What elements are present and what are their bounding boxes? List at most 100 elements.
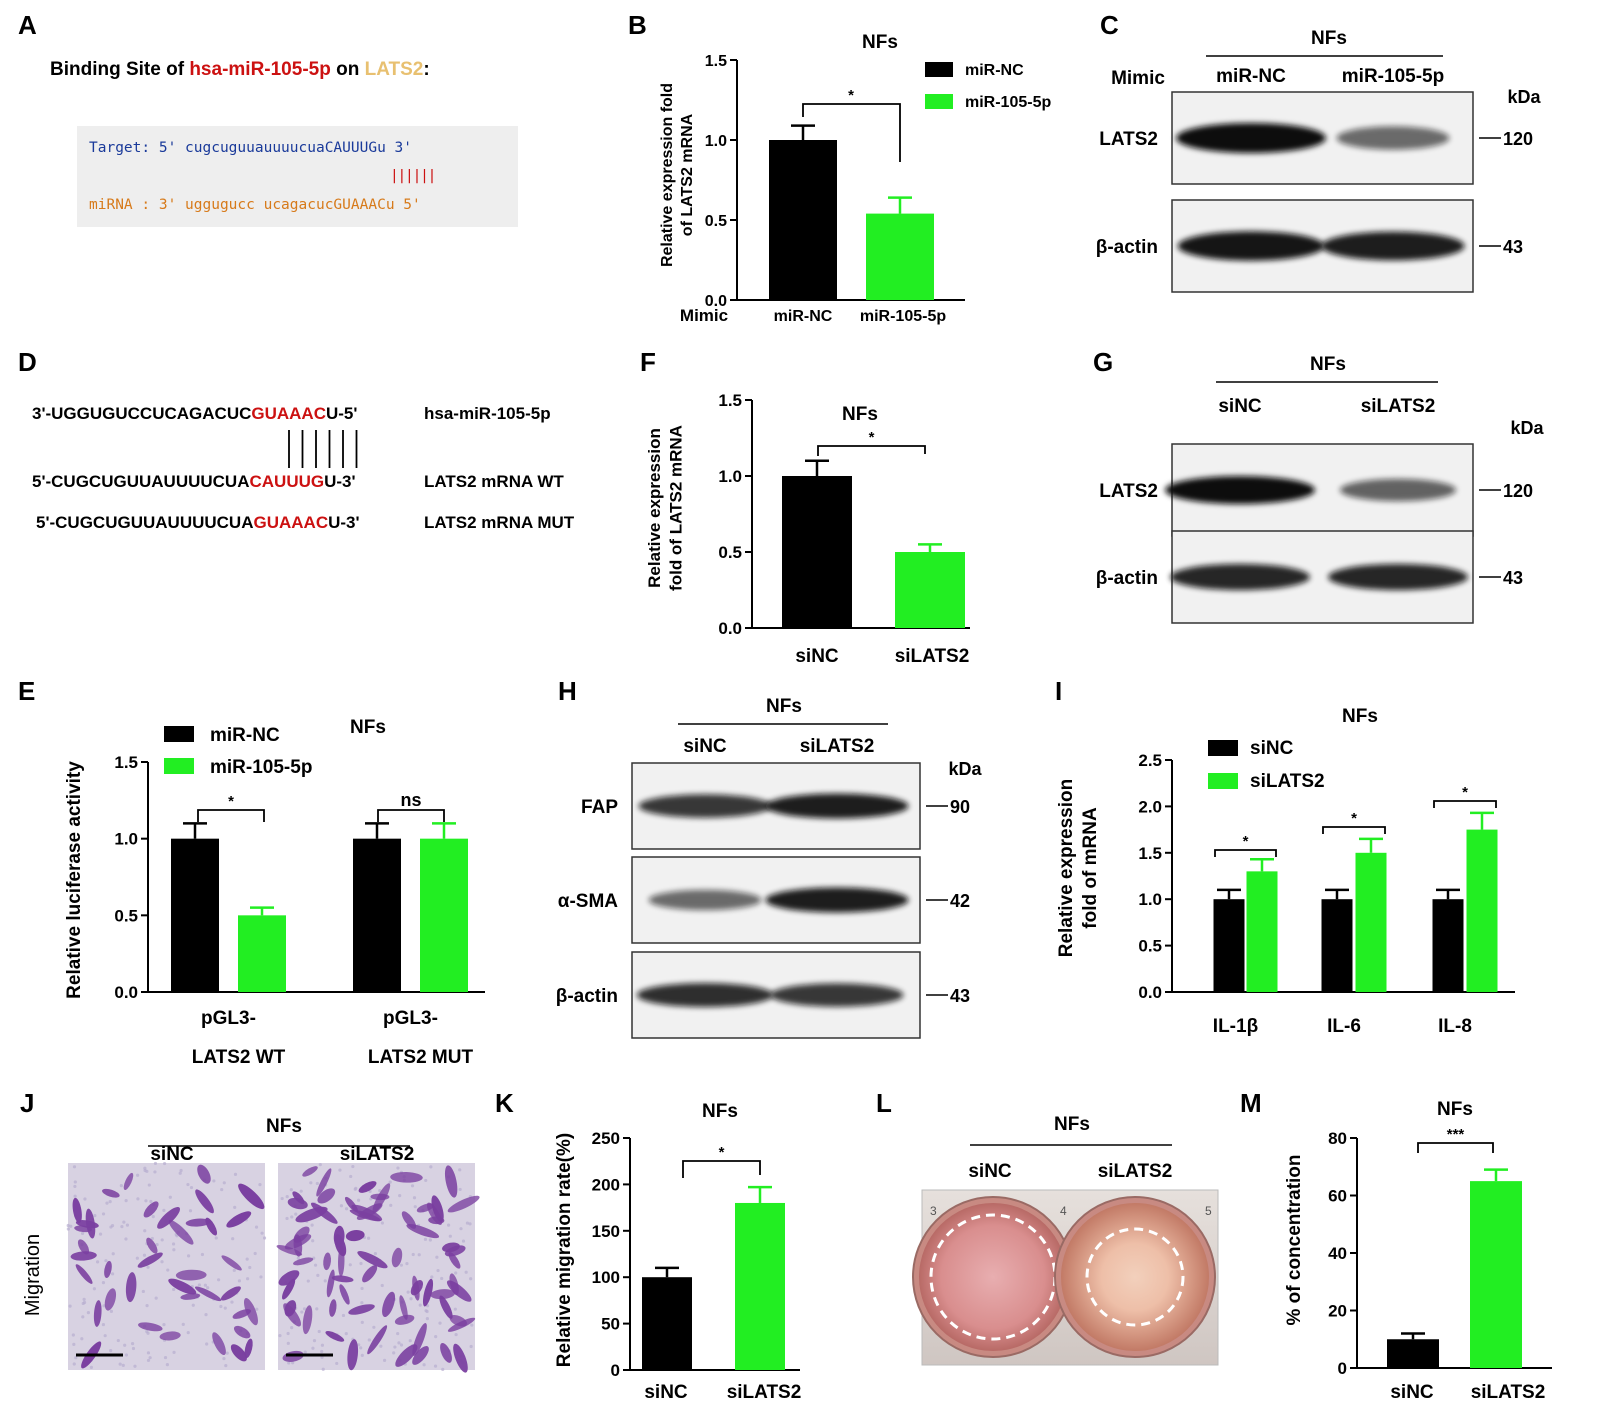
membrane-pore (150, 1236, 154, 1241)
sequence-label: hsa-miR-105-5p (424, 404, 551, 423)
panel-d: D3'-UGGUGUCCUCAGACUCGUAAACU-5' hsa-miR-10… (18, 347, 575, 532)
binding-site-title: Binding Site of hsa-miR-105-5p on LATS2: (50, 59, 430, 80)
sig-bracket-mark: * (719, 1144, 725, 1161)
migrated-cell (102, 1188, 120, 1198)
seq-post: U-3' (328, 513, 359, 532)
membrane-pore (316, 1273, 320, 1277)
membrane-pore (143, 1229, 147, 1233)
sig-bracket-mark: * (228, 793, 234, 810)
panel-letter-k: K (495, 1088, 514, 1118)
membrane-pore (405, 1262, 409, 1266)
micrograph-siNC (66, 1161, 267, 1370)
membrane-pore (380, 1221, 384, 1225)
blot-β-actin-band (1328, 563, 1468, 591)
membrane-pore (373, 1252, 378, 1256)
panel-letter-d: D (18, 347, 37, 377)
migrated-cell (197, 1164, 211, 1184)
membrane-pore (312, 1338, 317, 1343)
y-axis-label-line: fold of mRNA (1080, 807, 1101, 929)
membrane-pore (166, 1268, 170, 1272)
membrane-pore (82, 1297, 86, 1301)
blot-name-label: LATS2 (1099, 481, 1158, 502)
migrated-cell (212, 1332, 226, 1356)
migrated-cell (75, 1264, 93, 1284)
membrane-pore (200, 1252, 205, 1257)
well-number: 5 (1205, 1204, 1212, 1218)
membrane-pore (147, 1183, 151, 1187)
sequence-row: 5'-CUGCUGUUAUUUUCUACAUUUGU-3' (32, 472, 356, 491)
sig-bracket (802, 103, 901, 162)
membrane-pore (146, 1351, 151, 1355)
y-axis-label-line: Relative expression (1056, 779, 1077, 957)
panel-letter-m: M (1240, 1088, 1262, 1118)
seq-pre: 5'-CUGCUGUUAUUUUCUA (36, 513, 253, 532)
migrated-cell (349, 1209, 381, 1222)
membrane-pore (458, 1168, 462, 1172)
bar-miR-NC (171, 838, 219, 992)
membrane-pore (103, 1334, 107, 1338)
membrane-pore (136, 1173, 140, 1177)
membrane-pore (290, 1325, 294, 1330)
y-tick-label: 20 (1328, 1302, 1347, 1321)
membrane-pore (121, 1363, 125, 1367)
membrane-pore (116, 1338, 120, 1343)
membrane-pore (344, 1207, 349, 1211)
x-axis-prefix: Mimic (680, 306, 728, 325)
sig-bracket-mark: * (1243, 833, 1249, 850)
membrane-pore (360, 1320, 364, 1324)
lane-label: miR-NC (1216, 66, 1286, 87)
membrane-pore (155, 1242, 159, 1247)
membrane-pore (344, 1332, 348, 1336)
membrane-pore (310, 1223, 314, 1227)
membrane-pore (299, 1189, 303, 1193)
migrated-cell (453, 1343, 468, 1373)
migrated-cell (310, 1202, 338, 1224)
y-tick-label: 200 (592, 1175, 620, 1194)
membrane-pore (360, 1353, 364, 1357)
membrane-pore (259, 1275, 263, 1279)
y-tick-label: 1.5 (1138, 844, 1162, 863)
bar-silats2 (735, 1202, 785, 1370)
membrane-pore (411, 1252, 415, 1257)
sequence-row: 5'-CUGCUGUUAUUUUCUAGUAAACU-3' (36, 513, 360, 532)
membrane-pore (82, 1300, 87, 1305)
panel-l: L NFs siNC siLATS2 3 4 5 (876, 1088, 1219, 1366)
membrane-pore (168, 1195, 172, 1199)
membrane-pore (104, 1259, 108, 1263)
membrane-pore (237, 1279, 242, 1283)
bar-siLATS2 (1466, 829, 1498, 992)
membrane-pore (388, 1180, 392, 1184)
membrane-pore (72, 1362, 76, 1366)
membrane-pore (219, 1304, 223, 1309)
target-seq: cugcuguuauuuucuaCAUUUGu (185, 140, 386, 156)
membrane-pore (317, 1329, 321, 1334)
chart-title: NFs (842, 404, 878, 425)
membrane-pore (258, 1183, 262, 1187)
membrane-pore (294, 1212, 298, 1216)
migrated-cell (293, 1257, 314, 1266)
y-tick-label: 0.5 (114, 906, 138, 925)
membrane-pore (296, 1256, 300, 1260)
well-medium (919, 1203, 1067, 1351)
blot-LATS2-band (1165, 476, 1315, 504)
membrane-pore (399, 1343, 404, 1347)
y-tick-label: 0.0 (705, 293, 727, 310)
membrane-pore (231, 1237, 235, 1241)
membrane-pore (410, 1184, 415, 1188)
membrane-pore (349, 1174, 353, 1179)
side-label: Migration (22, 1234, 44, 1316)
group-label: NFs (1310, 354, 1346, 375)
migrated-cell (325, 1331, 345, 1342)
blot-name-label: β-actin (1096, 237, 1158, 258)
membrane-pore (205, 1342, 209, 1346)
migrated-cell (180, 1293, 201, 1300)
migrated-cell (93, 1300, 102, 1327)
membrane-pore (436, 1268, 440, 1273)
legend-swatch-mir-105-5p (925, 94, 953, 109)
membrane-pore (291, 1361, 295, 1365)
chart-title: NFs (350, 717, 386, 738)
membrane-pore (323, 1279, 327, 1283)
membrane-pore (72, 1165, 77, 1169)
panel-letter-l: L (876, 1088, 892, 1118)
migrated-cell (412, 1346, 429, 1365)
